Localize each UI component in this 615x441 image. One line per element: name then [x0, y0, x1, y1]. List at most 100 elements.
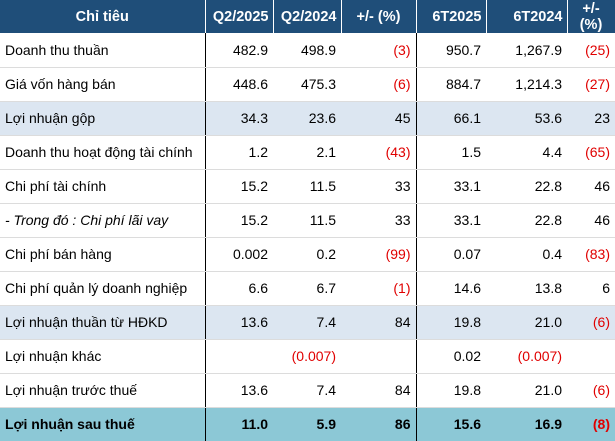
cell-halfyear-change: 23 — [567, 101, 615, 136]
cell-6t-2024: (0.007) — [486, 339, 567, 374]
table-row: Giá vốn hàng bán 448.6 475.3 (6) 884.7 1,214.… — [0, 67, 615, 102]
header-6t-2025: 6T2025 — [416, 0, 487, 33]
cell-6t-2024: 21.0 — [486, 373, 567, 408]
cell-6t-2024: 0.4 — [486, 237, 567, 272]
table-row: Doanh thu hoạt động tài chính 1.2 2.1 (43) 1… — [0, 135, 615, 170]
row-label: Lợi nhuận trước thuế — [0, 373, 206, 408]
cell-q2-2024: 23.6 — [273, 101, 341, 136]
cell-halfyear-change: (65) — [567, 135, 615, 170]
table-row: Lợi nhuận khác (0.007) 0.02 (0.007) — [0, 339, 615, 374]
cell-q2-2025: 482.9 — [205, 33, 273, 68]
cell-q2-2024: 0.2 — [273, 237, 341, 272]
row-label: - Trong đó : Chi phí lãi vay — [0, 203, 206, 238]
row-label: Giá vốn hàng bán — [0, 67, 206, 102]
cell-q2-2025: 15.2 — [205, 203, 273, 238]
cell-q2-2025: 11.0 — [205, 407, 273, 441]
table-row: Lợi nhuận trước thuế 13.6 7.4 84 19.8 21.0 (6) — [0, 373, 615, 408]
table-row: - Trong đó : Chi phí lãi vay 15.2 11.5 33 33… — [0, 203, 615, 238]
header-q2-2024: Q2/2024 — [273, 0, 342, 33]
row-label: Lợi nhuận thuần từ HĐKD — [0, 305, 206, 340]
table-row: Lợi nhuận gộp 34.3 23.6 45 66.1 53.6 23 — [0, 101, 615, 136]
cell-quarter-change: (6) — [341, 67, 417, 102]
row-label: Chi phí quản lý doanh nghiệp — [0, 271, 206, 306]
table-row: Lợi nhuận thuần từ HĐKD 13.6 7.4 84 19.8 21.0… — [0, 305, 615, 340]
cell-quarter-change: 33 — [341, 169, 417, 204]
table-row: Chi phí quản lý doanh nghiệp 6.6 6.7 (1) 14.… — [0, 271, 615, 306]
cell-quarter-change: 86 — [341, 407, 417, 441]
row-label: Lợi nhuận gộp — [0, 101, 206, 136]
cell-quarter-change: 33 — [341, 203, 417, 238]
cell-q2-2025: 15.2 — [205, 169, 273, 204]
cell-halfyear-change: (27) — [567, 67, 615, 102]
cell-6t-2025: 0.07 — [416, 237, 486, 272]
cell-q2-2024: 11.5 — [273, 203, 341, 238]
header-6t-2024: 6T2024 — [486, 0, 568, 33]
cell-6t-2024: 53.6 — [486, 101, 567, 136]
cell-q2-2025: 1.2 — [205, 135, 273, 170]
table-row: Doanh thu thuần 482.9 498.9 (3) 950.7 1,267.9… — [0, 33, 615, 68]
table-header-row: Chỉ tiêu Q2/2025 Q2/2024 +/- (%) 6T2025 … — [0, 0, 615, 33]
cell-quarter-change: (43) — [341, 135, 417, 170]
cell-halfyear-change: (6) — [567, 305, 615, 340]
table-row: Chi phí bán hàng 0.002 0.2 (99) 0.07 0.4 (83) — [0, 237, 615, 272]
cell-q2-2025: 13.6 — [205, 373, 273, 408]
cell-quarter-change: 84 — [341, 305, 417, 340]
header-quarter-change: +/- (%) — [341, 0, 417, 33]
cell-q2-2024: (0.007) — [273, 339, 341, 374]
cell-6t-2024: 21.0 — [486, 305, 567, 340]
cell-6t-2025: 15.6 — [416, 407, 486, 441]
cell-quarter-change: 84 — [341, 373, 417, 408]
table-row-total: Lợi nhuận sau thuế 11.0 5.9 86 15.6 16.9 (8) — [0, 407, 615, 441]
cell-halfyear-change: 6 — [567, 271, 615, 306]
cell-halfyear-change: (83) — [567, 237, 615, 272]
cell-6t-2024: 22.8 — [486, 169, 567, 204]
header-halfyear-change: +/- (%) — [567, 0, 615, 33]
cell-quarter-change: (3) — [341, 33, 417, 68]
cell-q2-2025: 13.6 — [205, 305, 273, 340]
cell-q2-2025: 0.002 — [205, 237, 273, 272]
cell-q2-2024: 7.4 — [273, 373, 341, 408]
cell-6t-2025: 950.7 — [416, 33, 486, 68]
cell-q2-2024: 6.7 — [273, 271, 341, 306]
row-label: Lợi nhuận khác — [0, 339, 206, 374]
cell-6t-2025: 1.5 — [416, 135, 486, 170]
row-label: Chi phí bán hàng — [0, 237, 206, 272]
cell-halfyear-change: (8) — [567, 407, 615, 441]
cell-6t-2024: 22.8 — [486, 203, 567, 238]
cell-halfyear-change: 46 — [567, 169, 615, 204]
cell-6t-2025: 66.1 — [416, 101, 486, 136]
cell-6t-2024: 16.9 — [486, 407, 567, 441]
cell-q2-2024: 2.1 — [273, 135, 341, 170]
cell-q2-2024: 475.3 — [273, 67, 341, 102]
cell-6t-2025: 33.1 — [416, 169, 486, 204]
cell-6t-2025: 14.6 — [416, 271, 486, 306]
cell-quarter-change: 45 — [341, 101, 417, 136]
row-label: Chi phí tài chính — [0, 169, 206, 204]
row-label: Doanh thu hoạt động tài chính — [0, 135, 206, 170]
cell-quarter-change — [341, 339, 417, 374]
cell-quarter-change: (1) — [341, 271, 417, 306]
cell-q2-2025: 34.3 — [205, 101, 273, 136]
cell-halfyear-change — [567, 339, 615, 374]
cell-6t-2025: 19.8 — [416, 305, 486, 340]
cell-6t-2024: 1,214.3 — [486, 67, 567, 102]
header-q2-2025: Q2/2025 — [205, 0, 274, 33]
cell-6t-2025: 0.02 — [416, 339, 486, 374]
table-row: Chi phí tài chính 15.2 11.5 33 33.1 22.8 46 — [0, 169, 615, 204]
cell-6t-2025: 19.8 — [416, 373, 486, 408]
cell-6t-2024: 1,267.9 — [486, 33, 567, 68]
cell-q2-2025 — [205, 339, 273, 374]
cell-q2-2024: 11.5 — [273, 169, 341, 204]
cell-halfyear-change: 46 — [567, 203, 615, 238]
cell-6t-2024: 4.4 — [486, 135, 567, 170]
cell-q2-2025: 6.6 — [205, 271, 273, 306]
cell-q2-2024: 498.9 — [273, 33, 341, 68]
cell-6t-2025: 884.7 — [416, 67, 486, 102]
cell-6t-2024: 13.8 — [486, 271, 567, 306]
cell-q2-2024: 7.4 — [273, 305, 341, 340]
cell-halfyear-change: (6) — [567, 373, 615, 408]
cell-q2-2024: 5.9 — [273, 407, 341, 441]
cell-q2-2025: 448.6 — [205, 67, 273, 102]
cell-6t-2025: 33.1 — [416, 203, 486, 238]
